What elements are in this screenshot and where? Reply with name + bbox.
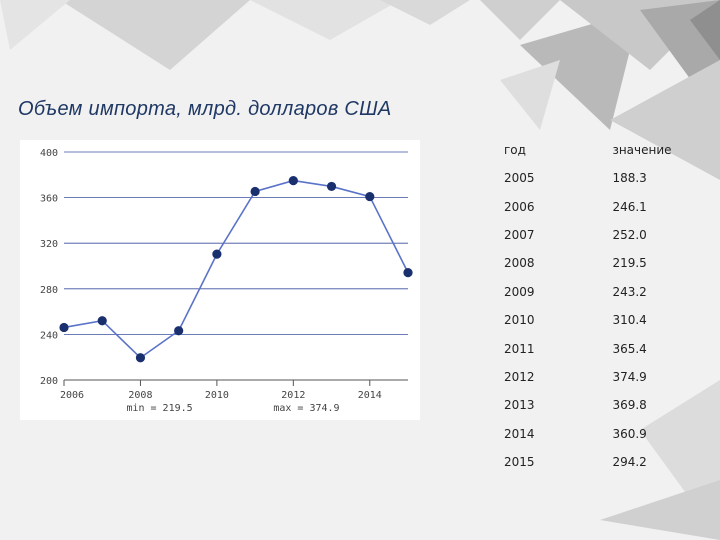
table-row: 2015 294.2: [486, 448, 720, 476]
table-row: 2011 365.4: [486, 334, 720, 362]
cell-year: 2011: [504, 341, 535, 356]
cell-value: 188.3: [612, 171, 647, 186]
cell-value: 365.4: [612, 341, 647, 356]
data-point: [174, 326, 184, 336]
cell-value: 374.9: [612, 369, 647, 384]
x-tick-label: 2010: [205, 390, 229, 401]
cell-value: 219.5: [612, 256, 647, 271]
table-row: 2007 252.0: [486, 221, 720, 249]
table-row: 2008 219.5: [486, 249, 720, 277]
cell-year: 2007: [504, 227, 535, 242]
max-label: max = 374.9: [273, 403, 339, 414]
y-tick-label: 240: [40, 330, 58, 341]
data-point: [135, 353, 146, 363]
table-row: 2010 310.4: [486, 306, 720, 334]
table-row: 2005 188.3: [486, 164, 720, 192]
data-point: [288, 176, 298, 186]
y-tick-label: 360: [40, 194, 58, 205]
data-point: [326, 181, 337, 192]
data-point: [403, 268, 413, 278]
table-row: 2012 374.9: [486, 363, 720, 391]
cell-year: 2009: [504, 284, 535, 299]
series-line: [63, 179, 409, 359]
cell-value: 369.8: [612, 398, 647, 413]
table-row: 2009 243.2: [486, 278, 720, 306]
cell-year: 2013: [504, 398, 535, 413]
cell-year: 2006: [504, 199, 535, 214]
cell-year: 2005: [504, 171, 535, 186]
cell-value: 310.4: [612, 313, 647, 328]
x-tick-label: 2006: [60, 390, 84, 401]
x-tick-label: 2012: [281, 390, 305, 401]
line-chart-panel: 200 240 280 320 360 400 2006 2008 2010 2012 2014 …: [20, 140, 420, 420]
column-header-year: год: [504, 143, 526, 157]
y-tick-label: 200: [40, 376, 58, 387]
cell-value: 243.2: [612, 284, 647, 299]
cell-year: 2012: [504, 369, 535, 384]
cell-year: 2014: [504, 426, 535, 441]
cell-value: 294.2: [612, 455, 647, 470]
data-point: [250, 186, 260, 197]
cell-value: 246.1: [612, 199, 647, 214]
column-header-value: значение: [612, 143, 672, 157]
y-tick-label: 280: [40, 285, 58, 296]
table-row: 2013 369.8: [486, 391, 720, 419]
table-row: 2014 360.9: [486, 420, 720, 448]
data-point: [97, 316, 107, 326]
data-point: [212, 249, 222, 259]
cell-year: 2015: [504, 455, 535, 470]
x-tick-label: 2014: [358, 390, 382, 401]
y-tick-label: 320: [40, 239, 58, 250]
cell-value: 360.9: [612, 426, 647, 441]
x-tick-label: 2008: [128, 390, 152, 401]
table-row: 2006 246.1: [486, 192, 720, 220]
min-label: min = 219.5: [126, 403, 192, 414]
table-header-row: год значение: [486, 136, 720, 164]
data-point: [365, 191, 375, 202]
data-table: год значение 2005 188.3 2006 246.1 2007 252.0…: [486, 136, 720, 476]
y-tick-label: 400: [40, 148, 58, 159]
cell-year: 2008: [504, 256, 535, 271]
data-point: [59, 322, 69, 333]
cell-value: 252.0: [612, 227, 647, 242]
cell-year: 2010: [504, 313, 535, 328]
chart-title: Объем импорта, млрд. долларов США: [18, 98, 392, 120]
